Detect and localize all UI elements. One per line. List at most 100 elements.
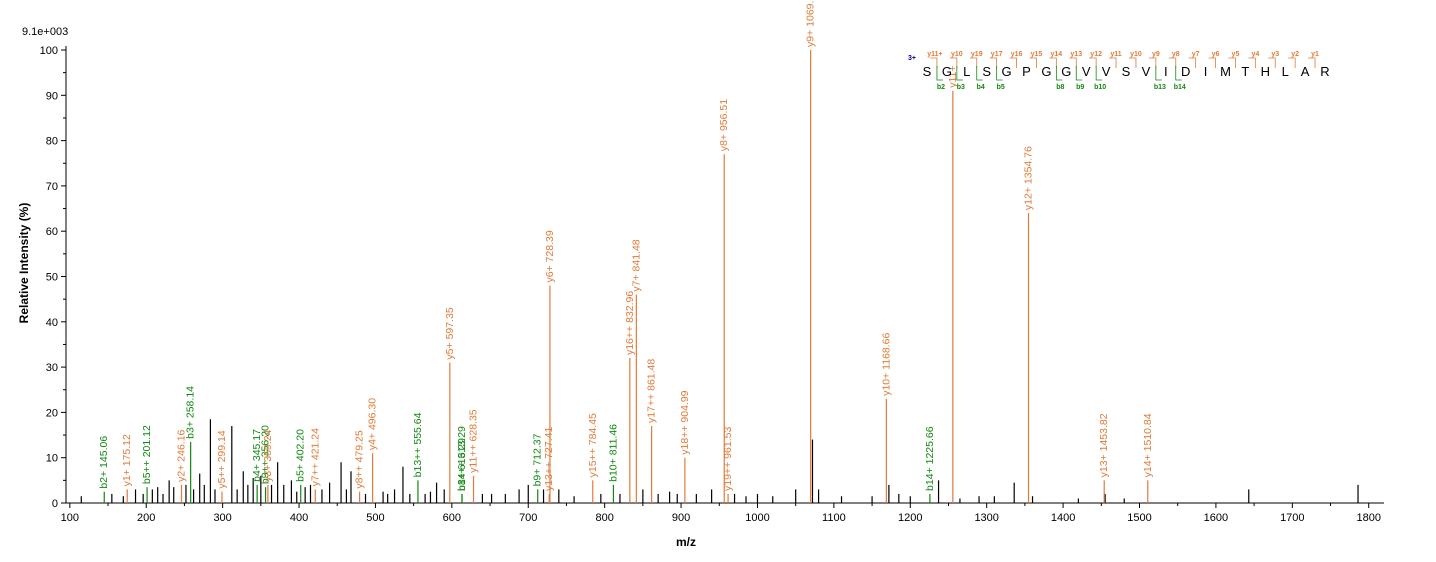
residue: I [1164, 64, 1168, 79]
y-ion-label: y6 [1212, 51, 1220, 58]
y-ion-label: y19 [971, 51, 983, 58]
peak-label: y15++ 784.45 [587, 413, 599, 477]
peak-label: b14++ 613.29 [456, 426, 468, 491]
peak-label: y11++ 628.35 [468, 409, 480, 473]
x-tick-label: 800 [595, 512, 613, 524]
y-ion-marker [1029, 57, 1037, 68]
y-ion-label: y2 [1291, 51, 1299, 58]
x-tick-label: 300 [213, 512, 231, 524]
residue: P [1022, 64, 1031, 79]
y-tick-label: 20 [46, 407, 58, 419]
x-tick-label: 1100 [822, 512, 846, 524]
peak-label: y3+ 359.24 [262, 429, 274, 481]
y-ion-label: y15 [1031, 51, 1043, 58]
peak-label: b9++ 356.20 [260, 425, 272, 484]
y-tick-label: 80 [46, 136, 58, 148]
b-ion-label: b3 [957, 84, 965, 91]
x-tick-label: 1200 [898, 512, 922, 524]
y-ion-label: y17 [991, 51, 1003, 58]
y-tick-label: 10 [46, 453, 58, 465]
b-ion-marker [1175, 66, 1182, 81]
x-tick-label: 100 [61, 512, 79, 524]
y-tick-label: 100 [40, 45, 58, 57]
x-tick-label: 1300 [974, 512, 998, 524]
y-tick-label: 0 [52, 498, 58, 510]
b-ion-label: b9 [1076, 84, 1084, 91]
b-ion-marker [1075, 66, 1083, 81]
y-ion-label: y11 [1110, 51, 1121, 58]
y-tick-label: 60 [46, 226, 58, 238]
x-tick-label: 900 [672, 512, 690, 524]
x-tick-label: 400 [290, 512, 308, 524]
y-ion-marker [1288, 57, 1296, 68]
residue: I [1204, 64, 1208, 79]
peak-label: y12+ 1354.76 [1023, 146, 1035, 210]
residue: V [1102, 64, 1111, 79]
peak-label: y4+ 496.30 [367, 398, 379, 450]
x-tick-label: 200 [137, 512, 155, 524]
y-ion-marker [1208, 57, 1216, 68]
y-tick-label: 90 [46, 90, 58, 102]
y-ion-label: y3 [1271, 51, 1279, 58]
peak-label: y17++ 861.48 [646, 359, 658, 423]
y-axis-title: Relative Intensity (%) [17, 203, 31, 324]
y-tick-label: 70 [46, 181, 58, 193]
y-ion-label: y12 [1090, 51, 1102, 58]
y-ion-marker [1128, 57, 1137, 68]
b-ion-label: b4 [977, 84, 985, 91]
y-ion-marker [1168, 57, 1177, 68]
b-ion-label: b13 [1154, 84, 1166, 91]
residue: V [1082, 64, 1091, 79]
axes: 0 10 20 30 40 50 60 70 80 90 100 100 200 300 400 500 600… [40, 45, 1384, 524]
peak-label: y13+ 1453.82 [1098, 413, 1110, 477]
y-ion-label: y14 [1051, 51, 1063, 58]
residue: L [963, 64, 970, 79]
x-tick-label: 600 [443, 512, 461, 524]
peak-label: y7+ 841.48 [630, 239, 642, 291]
y-ion-label: y5 [1232, 51, 1240, 58]
residue: R [1320, 64, 1329, 79]
x-tick-label: 1500 [1127, 512, 1151, 524]
residue: G [1041, 64, 1051, 79]
x-tick-label: 1000 [745, 512, 769, 524]
peak-label: y11+ [947, 65, 959, 87]
y-ion-marker [1049, 57, 1057, 68]
peak-label: b2+ 145.06 [98, 436, 110, 489]
y-tick-label: 30 [46, 362, 58, 374]
b-ion-marker [1155, 66, 1162, 81]
peak-label: y6+ 728.39 [544, 230, 556, 282]
b-ion-label: b5 [997, 84, 1005, 91]
peak-labels: b2+ 145.06 y1+ 175.12 b5++ 201.12 y2+ 246.1… [98, 0, 1154, 491]
y-ion-marker [1228, 57, 1236, 68]
intensity-scale-label: 9.1e+003 [22, 26, 68, 38]
peak-label: y19++ 961.53 [722, 427, 734, 491]
x-tick-label: 500 [366, 512, 384, 524]
x-tick-label: 1600 [1204, 512, 1228, 524]
peak-label: b4+ 345.17 [251, 429, 263, 482]
peak-label: y8++ 479.25 [354, 430, 366, 489]
peak-label: y16++ 832.96 [624, 291, 636, 355]
y-ion-label: y7 [1192, 51, 1200, 58]
y-ion-marker [929, 57, 938, 68]
peak-label: b10+ 811.46 [607, 424, 619, 482]
peak-label: y10+ 1168.66 [880, 332, 892, 395]
residue: G [1061, 64, 1071, 79]
residue: S [982, 64, 991, 79]
residue: G [1002, 64, 1012, 79]
peak-label: y18++ 904.99 [679, 390, 691, 454]
b-ion-marker [1095, 66, 1103, 81]
peak-label: b14+ 1225.66 [924, 426, 936, 491]
peak-label: y5++ 299.14 [216, 430, 228, 489]
y-ion-label: y9 [1152, 51, 1160, 58]
peak-label: b5+ 402.20 [295, 429, 307, 482]
peaks [80, 50, 1359, 503]
b-ion-marker [976, 66, 983, 81]
residue: S [923, 64, 932, 79]
y-ion-label: y11+ [927, 51, 942, 58]
b-ion-label: b10 [1094, 84, 1106, 91]
x-tick-label: 1800 [1356, 512, 1380, 524]
b-ion-marker [956, 66, 963, 81]
peak-label: y14+ 1510.84 [1142, 413, 1154, 477]
